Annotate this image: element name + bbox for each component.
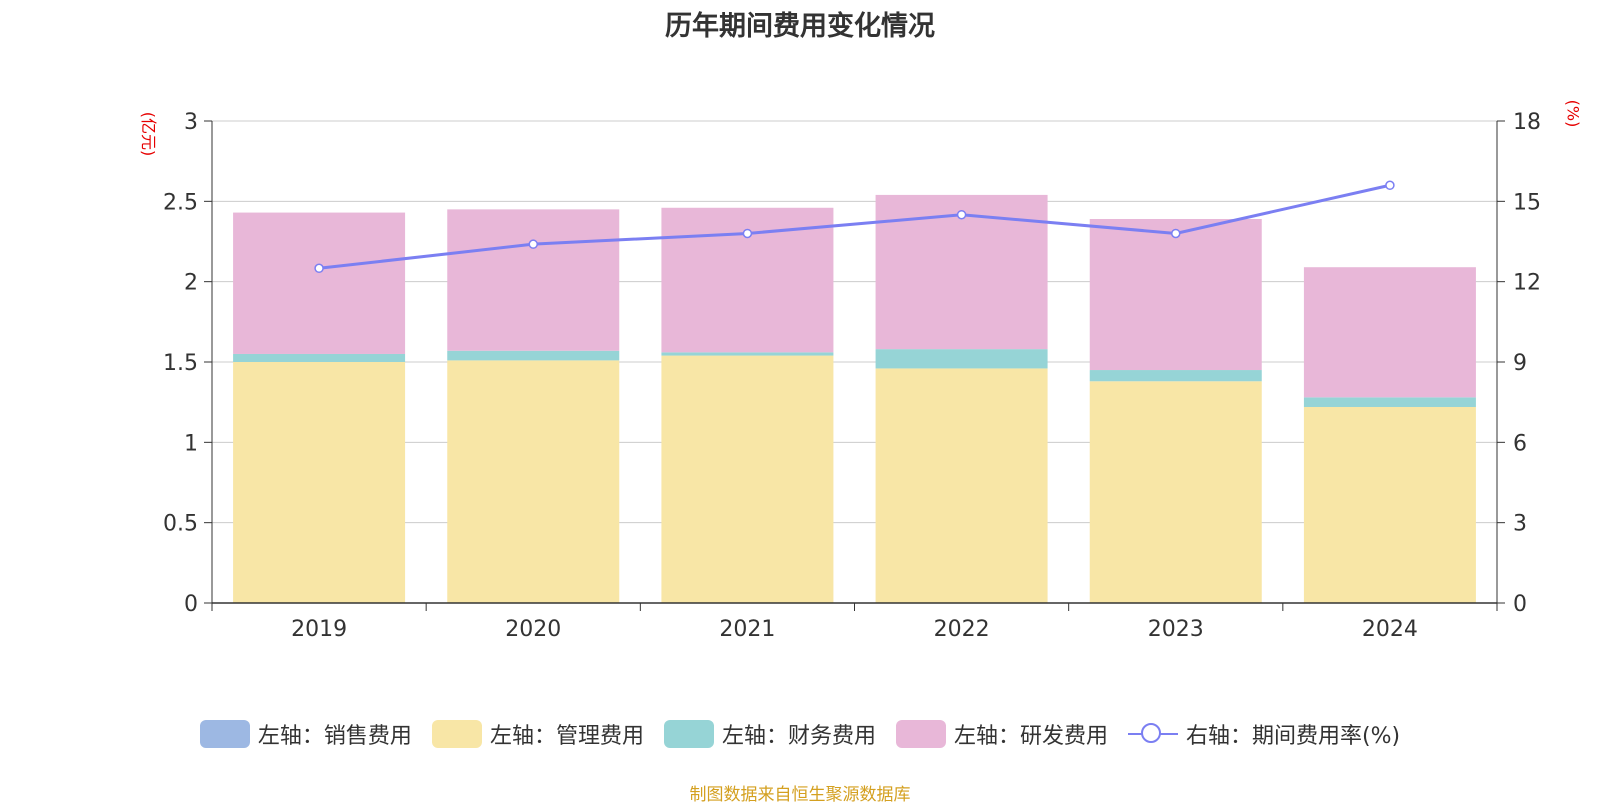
legend-item-sales[interactable]: 左轴：销售费用 — [199, 718, 412, 750]
right-axis-tick-label: 12 — [1513, 271, 1541, 296]
right-axis-tick-label: 18 — [1513, 110, 1541, 135]
legend-swatch-rate — [1127, 720, 1178, 748]
left-axis-tick-label: 0 — [184, 592, 198, 617]
bar-admin — [233, 362, 406, 603]
legend-swatch-admin — [431, 720, 482, 748]
bar-finance — [1303, 397, 1476, 407]
right-axis-tick-label: 3 — [1513, 512, 1527, 537]
rate-point — [956, 209, 967, 220]
grid-lines — [212, 120, 1497, 524]
right-axis-tick-label: 0 — [1513, 592, 1527, 617]
bars — [233, 194, 1476, 603]
bar-admin — [875, 368, 1048, 603]
x-axis-tick-label: 2021 — [719, 617, 775, 642]
legend-item-rate[interactable]: 右轴：期间费用率(%) — [1127, 718, 1401, 750]
legend-circle-icon — [1140, 723, 1161, 743]
legend-label-rnd: 左轴：研发费用 — [953, 724, 1108, 749]
bar-finance — [1089, 370, 1262, 382]
axes: 0 0.5 1 1.5 2 2.5 3 0 3 6 9 12 15 18 2019 2020 2021 2022 2… — [163, 110, 1541, 642]
rate-point — [528, 239, 538, 249]
bar-admin — [661, 355, 834, 603]
bar-rnd — [447, 209, 620, 351]
right-axis-tick-label: 9 — [1513, 351, 1527, 376]
legend-label-finance: 左轴：财务费用 — [721, 724, 876, 749]
legend-swatch-rnd — [895, 720, 946, 748]
bar-admin — [447, 360, 620, 603]
bar-rnd — [233, 212, 406, 354]
right-axis-tick-label: 6 — [1513, 431, 1527, 456]
rate-line — [314, 180, 1395, 274]
rate-point — [314, 263, 324, 274]
x-axis-tick-label: 2023 — [1148, 617, 1204, 642]
bar-finance — [661, 352, 834, 356]
x-axis-tick-label: 2019 — [291, 617, 347, 642]
left-axis-tick-label: 0.5 — [163, 512, 198, 537]
legend-swatch-sales — [199, 720, 250, 748]
bar-admin — [1089, 381, 1262, 603]
bar-finance — [233, 353, 406, 362]
legend-swatch-finance — [663, 720, 714, 748]
rate-line-path — [318, 183, 1391, 270]
bar-finance — [875, 349, 1048, 369]
left-axis-tick-label: 2 — [184, 271, 198, 296]
bar-admin — [1303, 406, 1476, 603]
legend-item-admin[interactable]: 左轴：管理费用 — [431, 718, 644, 750]
bar-rnd — [1303, 267, 1476, 398]
rate-point — [742, 228, 753, 239]
legend-item-rnd[interactable]: 左轴：研发费用 — [895, 718, 1108, 750]
chart-legend: 左轴：销售费用 左轴：管理费用 左轴：财务费用 左轴：研发费用 右轴：期间费用率… — [0, 718, 1600, 750]
data-source-note: 制图数据来自恒生聚源数据库 — [689, 785, 911, 805]
left-axis-tick-label: 3 — [184, 110, 198, 135]
rate-point — [1385, 180, 1395, 191]
legend-label-sales: 左轴：销售费用 — [257, 724, 412, 749]
chart-plot: 0 0.5 1 1.5 2 2.5 3 0 3 6 9 12 15 18 2019 2020 2021 2022 2… — [163, 110, 1541, 642]
legend-label-rate: 右轴：期间费用率(%) — [1185, 724, 1401, 749]
bar-rnd — [1089, 219, 1262, 371]
x-axis-tick-label: 2024 — [1362, 617, 1418, 642]
bar-finance — [447, 350, 620, 361]
x-axis-tick-label: 2022 — [934, 617, 990, 642]
left-axis-tick-label: 2.5 — [163, 190, 198, 215]
chart-title: 历年期间费用变化情况 — [665, 11, 935, 42]
right-axis-tick-label: 15 — [1513, 190, 1541, 215]
x-axis-tick-label: 2020 — [505, 617, 561, 642]
legend-label-admin: 左轴：管理费用 — [489, 724, 644, 749]
legend-item-finance[interactable]: 左轴：财务费用 — [663, 718, 876, 750]
rate-point — [1171, 228, 1181, 239]
left-axis-tick-label: 1.5 — [163, 351, 198, 376]
left-axis-tick-label: 1 — [184, 431, 198, 456]
